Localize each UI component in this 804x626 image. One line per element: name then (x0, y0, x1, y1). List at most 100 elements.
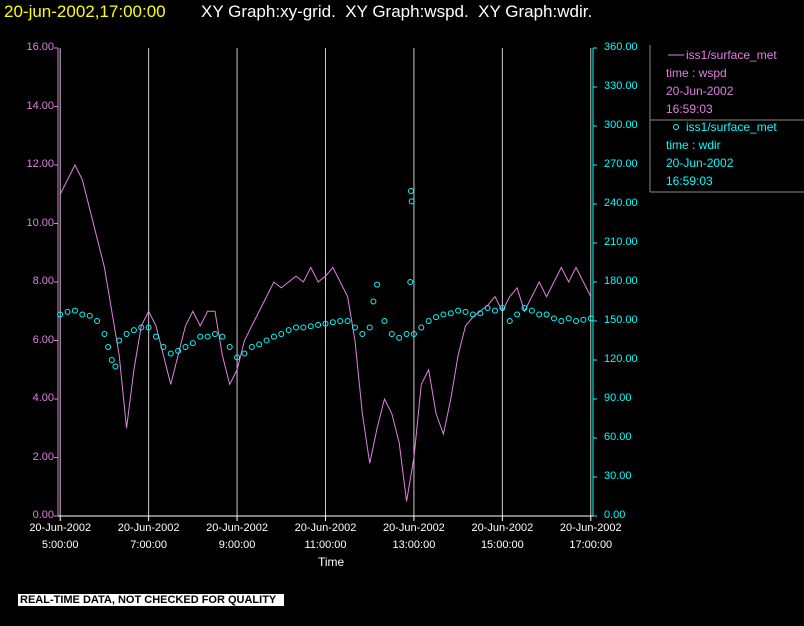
wdir-point (433, 314, 440, 321)
wdir-point (440, 311, 447, 318)
y2-tick-label: 300.00 (604, 119, 638, 131)
wdir-point (329, 319, 336, 326)
legend-detail: 16:59:03 (666, 174, 713, 188)
wdir-point (219, 333, 226, 340)
wdir-point (211, 331, 218, 337)
wdir-point (189, 340, 196, 347)
wdir-point (521, 305, 528, 311)
wdir-point (374, 281, 381, 288)
wdir-point (315, 321, 322, 328)
wdir-point (108, 357, 115, 363)
wdir-point (536, 311, 543, 318)
wdir-point (167, 350, 174, 357)
y2-tick-label: 0.00 (604, 509, 626, 521)
wdir-point (550, 315, 557, 322)
wdir-point (94, 318, 101, 324)
x-tick-label: 20-Jun-2002 5:00:00 (29, 522, 92, 551)
y2-tick-label: 210.00 (604, 236, 638, 248)
y2-tick-label: 120.00 (604, 353, 638, 365)
x-tick-label: 20-Jun-2002 9:00:00 (206, 522, 268, 551)
wdir-point (370, 298, 377, 305)
wdir-point (123, 331, 130, 337)
y2-tick-label: 60.00 (604, 431, 632, 443)
wdir-point (241, 350, 248, 357)
wspd-line (59, 163, 592, 502)
wdir-point (543, 311, 550, 318)
wdir-point (256, 341, 263, 348)
wdir-point (79, 311, 86, 318)
wdir-point (293, 324, 300, 331)
wdir-point (469, 311, 476, 318)
wdir-point (138, 324, 145, 331)
x-tick-label: 20-Jun-2002 15:00:00 (471, 522, 534, 551)
wdir-point (101, 331, 108, 337)
wdir-point (263, 337, 270, 344)
y2-tick-label: 360.00 (604, 41, 638, 53)
y-tick-label: 8.00 (32, 275, 54, 287)
wdir-point (506, 318, 513, 324)
legend-detail: time : wdir (666, 138, 721, 152)
wdir-point (366, 324, 373, 331)
wdir-point (477, 310, 484, 317)
wdir-point (153, 333, 160, 340)
y-tick-label: 10.00 (26, 216, 54, 229)
wdir-point (418, 324, 425, 331)
wdir-point (425, 318, 432, 324)
wdir-point (226, 344, 233, 350)
wdir-point (484, 305, 491, 311)
wdir-point (403, 331, 410, 337)
wdir-point (528, 307, 535, 314)
wdir-point (234, 354, 241, 361)
wdir-point (248, 344, 255, 350)
wdir-point (130, 327, 137, 334)
y-tick-label: 14.00 (26, 99, 54, 112)
wdir-point (145, 324, 152, 331)
wdir-point (351, 324, 358, 331)
wdir-point (514, 311, 521, 318)
chart-title: XY Graph:xy-grid. XY Graph:wspd. XY Grap… (201, 2, 593, 21)
y-tick-label: 0.00 (32, 509, 54, 521)
wdir-point (558, 318, 565, 324)
wdir-point (359, 331, 366, 337)
wdir-point (499, 305, 506, 311)
y2-tick-label: 150.00 (604, 314, 638, 326)
y-tick-label: 6.00 (32, 333, 54, 346)
y2-tick-label: 90.00 (604, 392, 632, 404)
wdir-point (573, 318, 580, 324)
legend-swatch (673, 124, 679, 130)
legend-entry: iss1/surface_met (686, 120, 777, 134)
wdir-point (447, 310, 454, 317)
y-tick-label: 4.00 (32, 392, 54, 404)
wdir-point (407, 279, 414, 285)
wdir-point (175, 347, 182, 354)
wdir-point (381, 318, 388, 324)
wdir-point (160, 344, 167, 350)
y2-tick-label: 330.00 (604, 80, 638, 92)
wdir-point (105, 344, 112, 350)
wdir-point (322, 320, 329, 327)
wdir-point (270, 333, 277, 340)
legend-detail: time : wspd (666, 66, 727, 80)
y2-tick-label: 270.00 (604, 158, 638, 170)
wdir-point (410, 331, 417, 337)
wdir-point (204, 333, 211, 340)
legend-detail: 20-Jun-2002 (666, 84, 734, 98)
wdir-point (565, 315, 572, 322)
wdir-point (491, 307, 498, 314)
wdir-point (580, 316, 587, 323)
y2-tick-label: 240.00 (604, 197, 638, 209)
wdir-point (64, 308, 71, 315)
wdir-point (388, 331, 395, 337)
x-tick-label: 20-Jun-2002 7:00:00 (117, 522, 180, 551)
y2-tick-label: 180.00 (604, 275, 638, 287)
wdir-point (57, 311, 64, 318)
wdir-point (197, 333, 204, 340)
legend-entry: iss1/surface_met (686, 48, 777, 62)
x-tick-label: 20-Jun-2002 13:00:00 (383, 522, 445, 551)
y-tick-label: 16.00 (26, 41, 54, 53)
x-tick-label: 20-Jun-2002 11:00:00 (294, 522, 357, 551)
wdir-point (396, 334, 403, 341)
wdir-point (86, 312, 93, 319)
